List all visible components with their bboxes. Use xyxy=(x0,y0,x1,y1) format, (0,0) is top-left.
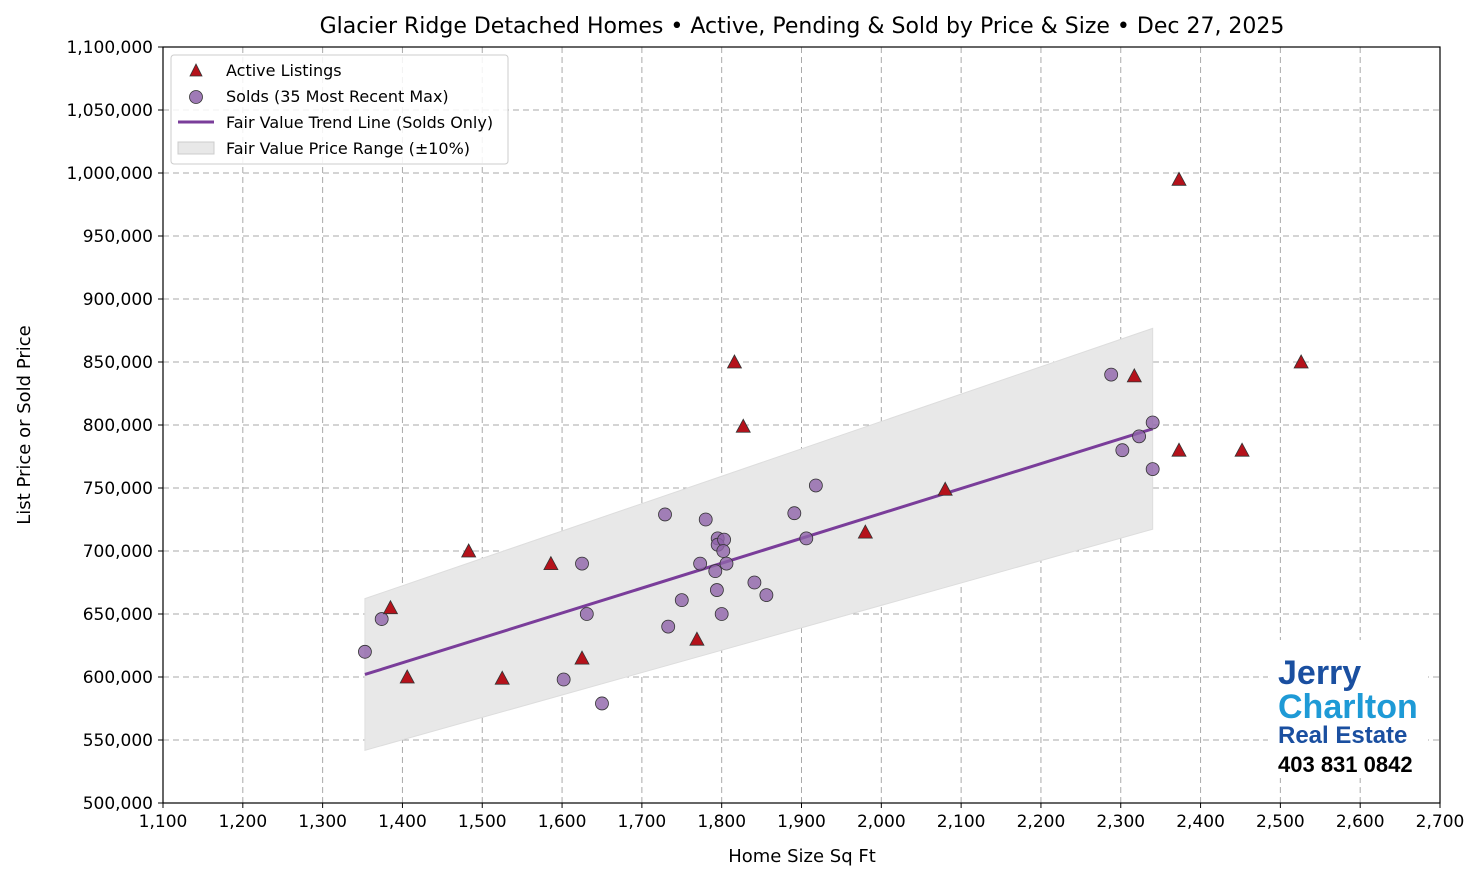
x-axis-label: Home Size Sq Ft xyxy=(728,846,876,867)
legend-active: Active Listings xyxy=(226,61,342,80)
x-tick-label: 2,200 xyxy=(1017,812,1066,832)
sold-point xyxy=(595,696,609,711)
active-listing-point xyxy=(1293,354,1309,369)
y-tick-label: 750,000 xyxy=(83,479,153,499)
sold-point xyxy=(693,556,708,571)
x-tick-label: 2,100 xyxy=(937,812,986,832)
x-tick-label: 2,400 xyxy=(1176,812,1225,832)
sold-point xyxy=(747,575,762,590)
phone-number: 403 831 0842 xyxy=(1278,752,1413,777)
sold-point xyxy=(1132,429,1147,444)
y-tick-label: 950,000 xyxy=(83,227,153,247)
x-tick-label: 1,500 xyxy=(458,812,507,832)
x-tick-label: 1,900 xyxy=(777,812,826,832)
sold-point xyxy=(374,612,389,626)
sold-point xyxy=(719,556,734,571)
legend-triangle-icon xyxy=(189,63,203,77)
x-tick-label: 1,400 xyxy=(378,812,427,832)
legend-band-icon xyxy=(177,141,215,155)
sold-point xyxy=(799,531,814,546)
active-listing-point xyxy=(726,354,743,369)
x-tick-label: 2,300 xyxy=(1096,812,1145,832)
y-tick-label: 1,100,000 xyxy=(66,38,153,58)
y-tick-label: 500,000 xyxy=(83,794,153,814)
x-tick-label: 1,100 xyxy=(139,812,188,832)
sold-point xyxy=(709,583,724,597)
active-listing-point xyxy=(574,650,590,665)
active-listing-point xyxy=(461,543,477,558)
active-listing-point xyxy=(857,524,874,539)
y-tick-label: 700,000 xyxy=(83,542,153,562)
sold-point xyxy=(1115,443,1130,458)
y-axis-label: List Price or Sold Price xyxy=(14,325,35,524)
x-tick-label: 1,600 xyxy=(538,812,587,832)
sold-point xyxy=(579,607,594,621)
active-listing-point xyxy=(1234,442,1250,457)
legend-solds: Solds (35 Most Recent Max) xyxy=(226,87,449,106)
active-listing-point xyxy=(689,631,705,646)
active-listing-point xyxy=(1171,442,1187,457)
sold-point xyxy=(674,593,689,608)
sold-point xyxy=(1104,367,1119,382)
logo: Jerry Charlton Real Estate 403 831 0842 xyxy=(1268,640,1428,778)
y-tick-label: 800,000 xyxy=(83,416,153,436)
sold-point xyxy=(1145,462,1160,477)
active-listing-point xyxy=(937,481,953,496)
x-tick-label: 1,700 xyxy=(618,812,667,832)
y-tick-label: 600,000 xyxy=(83,668,153,688)
sold-point xyxy=(714,607,729,621)
trend-line xyxy=(364,427,1154,676)
active-listing-point xyxy=(1126,368,1142,383)
x-tick-label: 2,700 xyxy=(1416,812,1465,832)
y-tick-label: 1,050,000 xyxy=(66,101,153,121)
x-tick-label: 2,600 xyxy=(1336,812,1385,832)
x-tick-label: 1,800 xyxy=(697,812,746,832)
x-tick-label: 1,200 xyxy=(218,812,267,832)
sold-point xyxy=(708,564,723,579)
chart-title: Glacier Ridge Detached Homes • Active, P… xyxy=(320,14,1285,39)
active-listing-point xyxy=(494,670,510,685)
y-tick-label: 650,000 xyxy=(83,605,153,625)
active-listing-point xyxy=(399,669,415,684)
x-tick-label: 2,500 xyxy=(1256,812,1305,832)
active-listing-point xyxy=(382,599,399,615)
sold-point xyxy=(661,619,676,634)
y-tick-label: 850,000 xyxy=(83,353,153,373)
sold-point xyxy=(658,507,672,522)
sold-point xyxy=(698,512,713,527)
x-tick-label: 1,300 xyxy=(298,812,347,832)
fair-value-band xyxy=(364,327,1154,751)
y-tick-label: 550,000 xyxy=(83,731,153,751)
legend-circle-icon xyxy=(189,90,203,104)
sold-point xyxy=(716,544,731,558)
sold-point xyxy=(808,478,823,493)
sold-point xyxy=(787,506,802,521)
legend: Active Listings Solds (35 Most Recent Ma… xyxy=(170,54,509,165)
y-tick-label: 1,000,000 xyxy=(66,164,153,184)
active-listing-point xyxy=(543,555,559,570)
sold-point xyxy=(1145,415,1160,430)
sold-point xyxy=(575,556,589,571)
legend-band: Fair Value Price Range (±10%) xyxy=(226,139,470,158)
sold-point xyxy=(759,588,774,602)
sold-point xyxy=(556,672,571,687)
y-tick-label: 900,000 xyxy=(83,290,153,310)
x-tick-label: 2,000 xyxy=(857,812,906,832)
active-listing-point xyxy=(1171,171,1187,186)
sold-point xyxy=(358,644,372,659)
active-listing-point xyxy=(735,418,751,433)
legend-trend: Fair Value Trend Line (Solds Only) xyxy=(226,113,493,132)
